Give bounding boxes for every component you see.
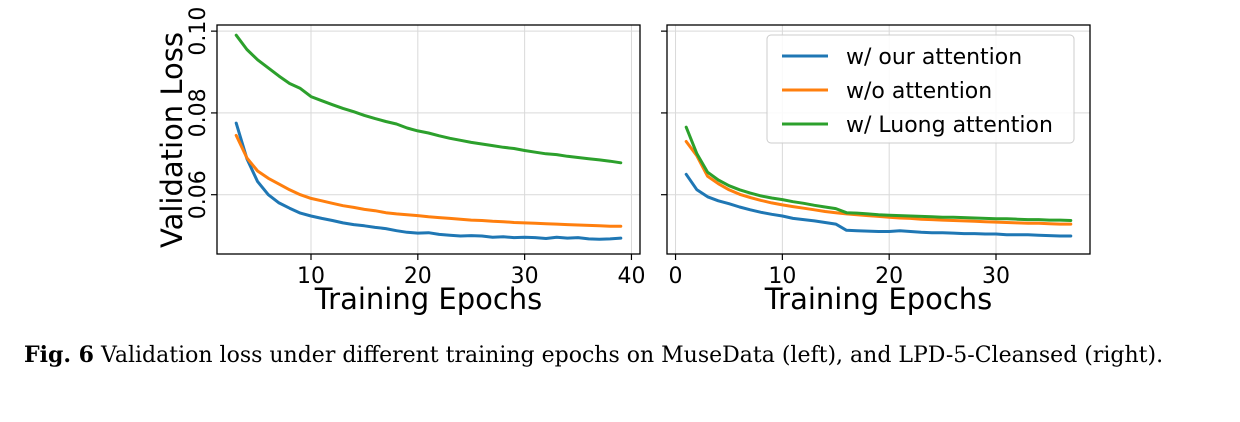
legend-box <box>766 34 1075 144</box>
legend-label-without-attention: w/o attention <box>846 79 992 104</box>
right-y-ticks <box>661 30 667 196</box>
left-y-tick-label: 0.08 <box>186 88 211 137</box>
right-x-axis-title: Training Epochs <box>764 282 993 316</box>
legend: w/ our attention w/o attention w/ Luong … <box>766 34 1075 144</box>
left-x-tick-label: 20 <box>404 264 432 289</box>
left-x-axis-title: Training Epochs <box>314 282 543 316</box>
left-y-tick-label: 0.06 <box>186 170 211 219</box>
right-x-ticks: 0 10 20 30 <box>669 254 1010 289</box>
right-chart: 0 10 20 30 Training Epochs w/ our attention… <box>661 24 1091 316</box>
right-series-line-our-attention <box>684 172 1073 238</box>
left-chart: 10 20 30 40 0.06 0.08 0.10 Training Epochs Va… <box>155 7 645 316</box>
legend-label-luong-attention: w/ Luong attention <box>846 113 1053 138</box>
right-x-tick-label: 10 <box>768 264 796 289</box>
left-x-tick-label: 10 <box>297 264 325 289</box>
left-series-line-without-attention <box>234 133 623 228</box>
left-series-line-our-attention <box>234 121 623 241</box>
figure: 10 20 30 40 0.06 0.08 0.10 Training Epochs Va… <box>155 7 1091 316</box>
figure-caption-text: Validation loss under different training… <box>94 343 1164 368</box>
left-x-ticks: 10 20 30 40 <box>297 254 645 289</box>
right-series-line-without-attention <box>684 140 1073 226</box>
left-plot-frame <box>216 24 641 255</box>
left-y-ticks: 0.06 0.08 0.10 <box>186 7 217 219</box>
left-y-axis-title: Validation Loss <box>155 32 189 248</box>
legend-label-our-attention: w/ our attention <box>846 45 1022 70</box>
left-x-tick-label: 30 <box>511 264 539 289</box>
left-x-tick-label: 40 <box>617 264 645 289</box>
left-y-tick-label: 0.10 <box>186 7 211 56</box>
left-series-line-luong-attention <box>234 33 623 165</box>
left-grid <box>217 25 640 254</box>
right-series-lines <box>684 125 1073 238</box>
right-x-tick-label: 0 <box>669 264 683 289</box>
right-plot-frame <box>666 24 1091 255</box>
left-series-lines <box>234 33 623 241</box>
right-x-tick-label: 30 <box>982 264 1010 289</box>
right-series-line-luong-attention <box>684 125 1073 222</box>
figure-caption: Fig. 6 Validation loss under different t… <box>24 340 1220 371</box>
right-x-tick-label: 20 <box>875 264 903 289</box>
figure-caption-label: Fig. 6 <box>24 342 94 368</box>
